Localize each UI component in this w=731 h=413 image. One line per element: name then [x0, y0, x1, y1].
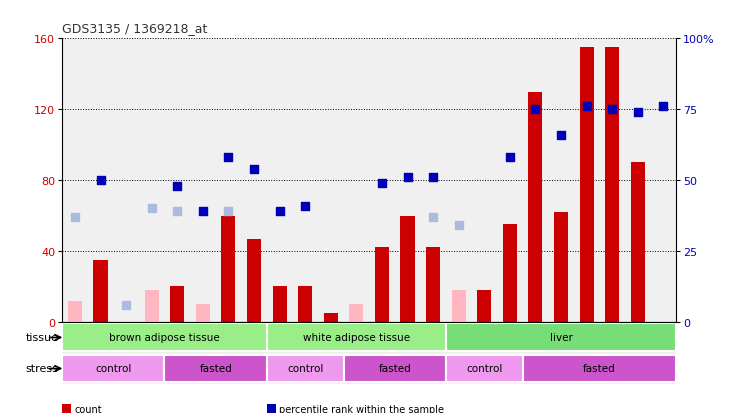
Bar [523, 355, 676, 382]
Bar [605, 48, 619, 322]
Bar [631, 163, 645, 322]
Point [529, 107, 541, 113]
Point [145, 206, 158, 212]
Bar [94, 260, 107, 322]
Bar [62, 355, 164, 382]
Bar [273, 287, 287, 322]
Bar [62, 324, 267, 351]
Text: fasted: fasted [200, 363, 232, 374]
Text: control: control [287, 363, 323, 374]
Text: percentile rank within the sample: percentile rank within the sample [279, 404, 444, 413]
Point [402, 175, 414, 181]
Bar [375, 248, 389, 322]
Bar [446, 324, 676, 351]
Text: stress: stress [26, 363, 58, 374]
Point [273, 209, 285, 215]
Bar [452, 290, 466, 322]
Point [376, 180, 387, 187]
Bar [349, 304, 363, 322]
Text: liver: liver [550, 332, 572, 343]
Bar [196, 304, 210, 322]
Point [222, 155, 234, 161]
Point [222, 209, 234, 215]
Bar [426, 248, 440, 322]
Point [171, 183, 183, 190]
Bar [324, 313, 338, 322]
Point [427, 214, 439, 221]
Point [249, 166, 260, 173]
Bar [554, 213, 568, 322]
Bar [401, 216, 414, 322]
Text: tissue: tissue [26, 332, 58, 343]
Text: GDS3135 / 1369218_at: GDS3135 / 1369218_at [62, 22, 208, 35]
Text: brown adipose tissue: brown adipose tissue [109, 332, 220, 343]
Bar [145, 290, 159, 322]
Text: fasted: fasted [583, 363, 616, 374]
Bar [267, 355, 344, 382]
Bar [477, 290, 491, 322]
Point [197, 209, 209, 215]
Point [632, 109, 644, 116]
Bar [221, 216, 235, 322]
Text: count: count [75, 404, 102, 413]
Bar [503, 225, 517, 322]
Text: control: control [466, 363, 502, 374]
Point [69, 214, 81, 221]
Bar [529, 92, 542, 322]
Bar [68, 301, 82, 322]
Point [556, 132, 567, 139]
Text: white adipose tissue: white adipose tissue [303, 332, 410, 343]
Point [171, 209, 183, 215]
Bar [170, 287, 184, 322]
Point [658, 104, 670, 110]
Point [581, 104, 593, 110]
Point [606, 107, 618, 113]
Point [427, 175, 439, 181]
Point [504, 155, 516, 161]
Bar [247, 239, 261, 322]
Point [300, 203, 311, 209]
Text: control: control [95, 363, 132, 374]
Bar [164, 355, 267, 382]
Bar [344, 355, 446, 382]
Bar [267, 324, 446, 351]
Text: fasted: fasted [379, 363, 411, 374]
Bar [298, 287, 312, 322]
Point [453, 223, 465, 229]
Point [120, 302, 132, 309]
Bar [580, 48, 594, 322]
Point [95, 178, 107, 184]
Bar [446, 355, 523, 382]
